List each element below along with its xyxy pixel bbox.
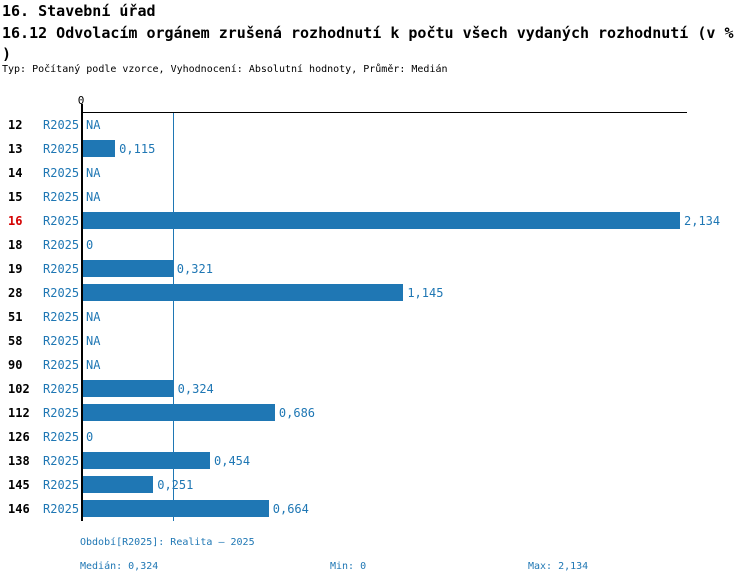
x-axis-tick-label: 0 bbox=[77, 94, 85, 107]
row-bar bbox=[83, 404, 275, 421]
row-category-label: 146 bbox=[8, 502, 30, 516]
chart-row: 90 R2025 NA bbox=[0, 353, 750, 377]
row-category-label: 28 bbox=[8, 286, 23, 300]
row-series-label: R2025 bbox=[43, 358, 80, 372]
chart-row: 19 R2025 0,321 bbox=[0, 257, 750, 281]
chart-row: 14 R2025 NA bbox=[0, 161, 750, 185]
row-category-label: 14 bbox=[8, 166, 23, 180]
row-series-label: R2025 bbox=[43, 502, 80, 516]
row-value-label: 2,134 bbox=[684, 214, 721, 228]
row-category-label: 19 bbox=[8, 262, 23, 276]
chart-row: 16 R2025 2,134 bbox=[0, 209, 750, 233]
chart-row: 138 R2025 0,454 bbox=[0, 449, 750, 473]
row-category-label: 138 bbox=[8, 454, 30, 468]
row-series-label: R2025 bbox=[43, 286, 80, 300]
chart-row: 58 R2025 NA bbox=[0, 329, 750, 353]
row-category-label: 15 bbox=[8, 190, 23, 204]
row-category-label: 112 bbox=[8, 406, 30, 420]
row-value-label: 1,145 bbox=[407, 286, 444, 300]
row-series-label: R2025 bbox=[43, 454, 80, 468]
row-bar bbox=[83, 380, 174, 397]
row-category-label: 18 bbox=[8, 238, 23, 252]
chart-meta-line: Typ: Počítaný podle vzorce, Vyhodnocení:… bbox=[2, 64, 448, 75]
chart-row: 145 R2025 0,251 bbox=[0, 473, 750, 497]
footer-max-stat: Max: 2,134 bbox=[528, 561, 589, 572]
chart-row: 126 R2025 0 bbox=[0, 425, 750, 449]
row-value-label: NA bbox=[86, 358, 101, 372]
row-value-label: 0,686 bbox=[278, 406, 316, 420]
row-series-label: R2025 bbox=[43, 118, 80, 132]
row-value-label: NA bbox=[86, 118, 101, 132]
row-series-label: R2025 bbox=[43, 142, 80, 156]
row-category-label: 51 bbox=[8, 310, 23, 324]
row-bar bbox=[83, 140, 116, 157]
chart-row: 51 R2025 NA bbox=[0, 305, 750, 329]
row-value-label: 0 bbox=[86, 430, 94, 444]
row-series-label: R2025 bbox=[43, 262, 80, 276]
y-axis-line bbox=[81, 104, 83, 521]
row-value-label: 0,324 bbox=[177, 382, 214, 396]
row-value-label: 0,321 bbox=[176, 262, 213, 276]
row-series-label: R2025 bbox=[43, 166, 80, 180]
row-value-label: NA bbox=[86, 166, 101, 180]
row-category-label: 126 bbox=[8, 430, 30, 444]
row-category-label: 90 bbox=[8, 358, 23, 372]
footer-min-stat: Min: 0 bbox=[330, 561, 367, 572]
row-category-label: 16 bbox=[8, 214, 23, 228]
row-series-label: R2025 bbox=[43, 382, 80, 396]
page-title: 16. Stavební úřad bbox=[2, 2, 156, 20]
footer-period-label: Období[R2025]: Realita – 2025 bbox=[80, 537, 255, 548]
page-subtitle-line1: 16.12 Odvolacím orgánem zrušená rozhodnu… bbox=[2, 24, 734, 42]
row-value-label: 0 bbox=[86, 238, 94, 252]
row-value-label: NA bbox=[86, 334, 101, 348]
row-category-label: 58 bbox=[8, 334, 23, 348]
chart-row: 13 R2025 0,115 bbox=[0, 137, 750, 161]
row-series-label: R2025 bbox=[43, 214, 80, 228]
row-bar bbox=[83, 284, 404, 301]
footer-median-stat: Medián: 0,324 bbox=[80, 561, 159, 572]
row-series-label: R2025 bbox=[43, 478, 80, 492]
row-value-label: NA bbox=[86, 190, 101, 204]
row-category-label: 102 bbox=[8, 382, 30, 396]
chart-row: 28 R2025 1,145 bbox=[0, 281, 750, 305]
row-value-label: 0,664 bbox=[272, 502, 309, 516]
row-value-label: 0,251 bbox=[157, 478, 194, 492]
median-reference-line bbox=[173, 113, 175, 521]
row-value-label: 0,454 bbox=[214, 454, 251, 468]
row-category-label: 145 bbox=[8, 478, 30, 492]
page-subtitle-line2: ) bbox=[2, 45, 12, 63]
chart-row: 15 R2025 NA bbox=[0, 185, 750, 209]
row-category-label: 12 bbox=[8, 118, 23, 132]
row-bar bbox=[83, 260, 173, 277]
row-series-label: R2025 bbox=[43, 310, 80, 324]
row-value-label: 0,115 bbox=[119, 142, 156, 156]
row-value-label: NA bbox=[86, 310, 101, 324]
row-bar bbox=[83, 500, 269, 517]
row-series-label: R2025 bbox=[43, 430, 80, 444]
row-series-label: R2025 bbox=[43, 406, 80, 420]
row-category-label: 13 bbox=[8, 142, 23, 156]
row-bar bbox=[83, 452, 210, 469]
row-series-label: R2025 bbox=[43, 190, 80, 204]
chart-row: 12 R2025 NA bbox=[0, 113, 750, 137]
row-bar bbox=[83, 212, 680, 229]
chart-row: 112 R2025 0,686 bbox=[0, 401, 750, 425]
row-bar bbox=[83, 476, 154, 493]
chart-row: 146 R2025 0,664 bbox=[0, 497, 750, 521]
x-axis-line bbox=[81, 112, 687, 113]
chart-row: 18 R2025 0 bbox=[0, 233, 750, 257]
row-series-label: R2025 bbox=[43, 238, 80, 252]
bar-chart: 0 12 R2025 NA 13 R2025 0,115 14 R2025 NA… bbox=[0, 90, 750, 530]
chart-row: 102 R2025 0,324 bbox=[0, 377, 750, 401]
row-series-label: R2025 bbox=[43, 334, 80, 348]
